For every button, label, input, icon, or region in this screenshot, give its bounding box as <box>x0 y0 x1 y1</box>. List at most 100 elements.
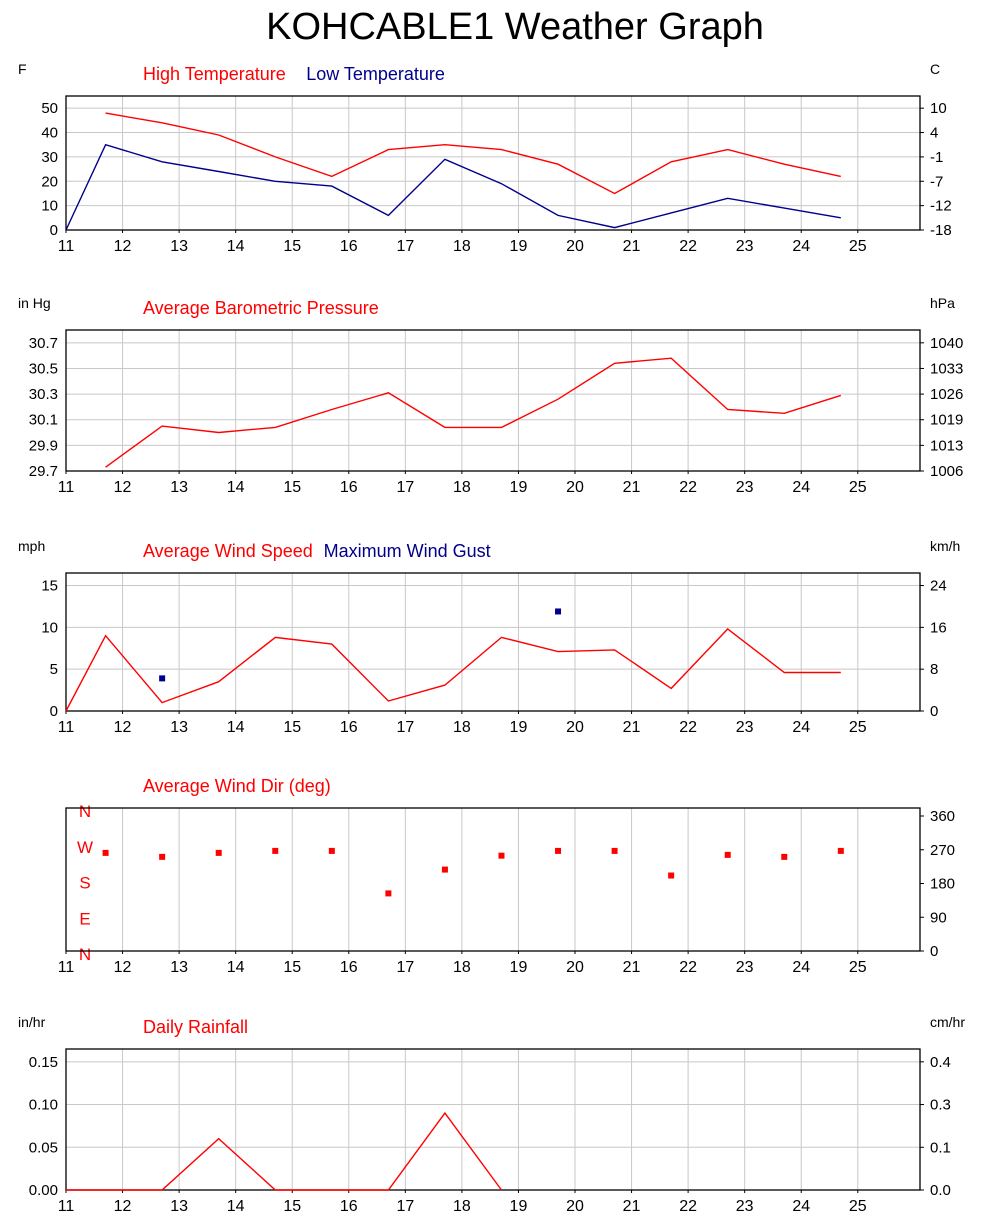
x-tick-label: 22 <box>679 1198 697 1215</box>
y-tick-label-left: 30.5 <box>29 360 58 377</box>
y-tick-label-right: 10 <box>930 100 947 117</box>
x-tick-label: 17 <box>396 959 414 976</box>
y-tick-label-left: 30.3 <box>29 386 58 403</box>
x-tick-label: 22 <box>679 479 697 496</box>
x-tick-label: 25 <box>849 1198 867 1215</box>
x-tick-label: 20 <box>566 1198 584 1215</box>
x-tick-label: 12 <box>114 238 132 255</box>
y-tick-label-left: 15 <box>41 578 58 595</box>
y-tick-label-right: 24 <box>930 578 947 595</box>
x-tick-label: 18 <box>453 1198 471 1215</box>
data-point <box>837 847 844 854</box>
x-tick-label: 16 <box>340 719 358 736</box>
x-tick-label: 18 <box>453 238 471 255</box>
compass-label: W <box>77 838 93 857</box>
x-tick-label: 21 <box>623 959 641 976</box>
x-tick-label: 23 <box>736 719 754 736</box>
data-point <box>215 849 222 856</box>
y-tick-label-right: 0.4 <box>930 1054 951 1071</box>
x-tick-label: 17 <box>396 238 414 255</box>
unit-left: F <box>18 61 27 77</box>
x-tick-label: 14 <box>227 479 245 496</box>
y-tick-label-right: 0 <box>930 703 938 720</box>
x-tick-label: 19 <box>510 959 528 976</box>
data-point <box>328 847 335 854</box>
y-tick-label-left: 0 <box>50 222 58 239</box>
y-tick-label-left: 29.7 <box>29 463 58 480</box>
x-tick-label: 17 <box>396 479 414 496</box>
x-tick-label: 19 <box>510 238 528 255</box>
x-tick-label: 18 <box>453 479 471 496</box>
data-point <box>159 853 166 860</box>
x-tick-label: 11 <box>58 1198 75 1215</box>
y-tick-label-left: 20 <box>41 173 58 190</box>
x-tick-label: 16 <box>340 479 358 496</box>
y-tick-label-left: 30.1 <box>29 412 58 429</box>
x-tick-label: 19 <box>510 1198 528 1215</box>
y-tick-label-left: 10 <box>41 619 58 636</box>
y-tick-label-right: -18 <box>930 222 952 239</box>
data-point <box>385 890 392 897</box>
y-tick-label-right: 90 <box>930 909 947 926</box>
data-point <box>102 849 109 856</box>
x-tick-label: 24 <box>792 959 810 976</box>
x-tick-label: 15 <box>283 719 301 736</box>
x-tick-label: 12 <box>114 959 132 976</box>
x-tick-label: 14 <box>227 1198 245 1215</box>
y-tick-label-right: 4 <box>930 125 938 142</box>
x-tick-label: 18 <box>453 959 471 976</box>
legend-entry: Daily Rainfall <box>143 1017 248 1037</box>
compass-label: N <box>79 802 91 821</box>
x-tick-label: 24 <box>792 719 810 736</box>
x-tick-label: 16 <box>340 959 358 976</box>
x-tick-label: 16 <box>340 238 358 255</box>
y-tick-label-right: 0.0 <box>930 1182 951 1199</box>
x-tick-label: 13 <box>170 1198 188 1215</box>
x-tick-label: 20 <box>566 719 584 736</box>
y-tick-label-right: 8 <box>930 661 938 678</box>
y-tick-label-left: 5 <box>50 661 58 678</box>
x-tick-label: 14 <box>227 959 245 976</box>
y-tick-label-left: 40 <box>41 125 58 142</box>
y-tick-label-right: 16 <box>930 619 947 636</box>
x-tick-label: 18 <box>453 719 471 736</box>
y-tick-label-right: 0.3 <box>930 1097 951 1114</box>
x-tick-label: 12 <box>114 479 132 496</box>
y-tick-label-right: 1033 <box>930 360 963 377</box>
series-line <box>105 112 841 195</box>
y-tick-label-right: 0.1 <box>930 1139 951 1156</box>
x-tick-label: 25 <box>849 238 867 255</box>
x-tick-label: 14 <box>227 719 245 736</box>
x-tick-label: 13 <box>170 238 188 255</box>
plot-frame <box>65 572 921 712</box>
compass-label: E <box>79 909 90 928</box>
x-tick-label: 23 <box>736 479 754 496</box>
y-tick-label-left: 10 <box>41 198 58 215</box>
legend-entry: Maximum Wind Gust <box>324 541 491 561</box>
plot-frame <box>65 329 921 472</box>
data-point <box>611 847 618 854</box>
compass-label: N <box>79 945 91 964</box>
x-tick-label: 22 <box>679 238 697 255</box>
x-tick-label: 15 <box>283 959 301 976</box>
y-tick-label-right: 180 <box>930 876 955 893</box>
x-tick-label: 11 <box>58 719 75 736</box>
legend-entry: Average Wind Speed <box>143 541 313 561</box>
y-tick-label-left: 50 <box>41 100 58 117</box>
y-tick-label-left: 30.7 <box>29 335 58 352</box>
y-tick-label-left: 0.15 <box>29 1054 58 1071</box>
x-tick-label: 17 <box>396 719 414 736</box>
y-tick-label-left: 0.10 <box>29 1097 58 1114</box>
x-tick-label: 21 <box>623 719 641 736</box>
series-line <box>66 1111 503 1191</box>
series-line <box>105 357 842 468</box>
series-line <box>65 628 841 712</box>
x-tick-label: 13 <box>170 479 188 496</box>
compass-label: S <box>79 874 90 893</box>
x-tick-label: 23 <box>736 1198 754 1215</box>
x-tick-label: 22 <box>679 959 697 976</box>
x-tick-label: 12 <box>114 719 132 736</box>
y-tick-label-left: 0 <box>50 703 58 720</box>
legend-entry: Low Temperature <box>306 64 445 84</box>
